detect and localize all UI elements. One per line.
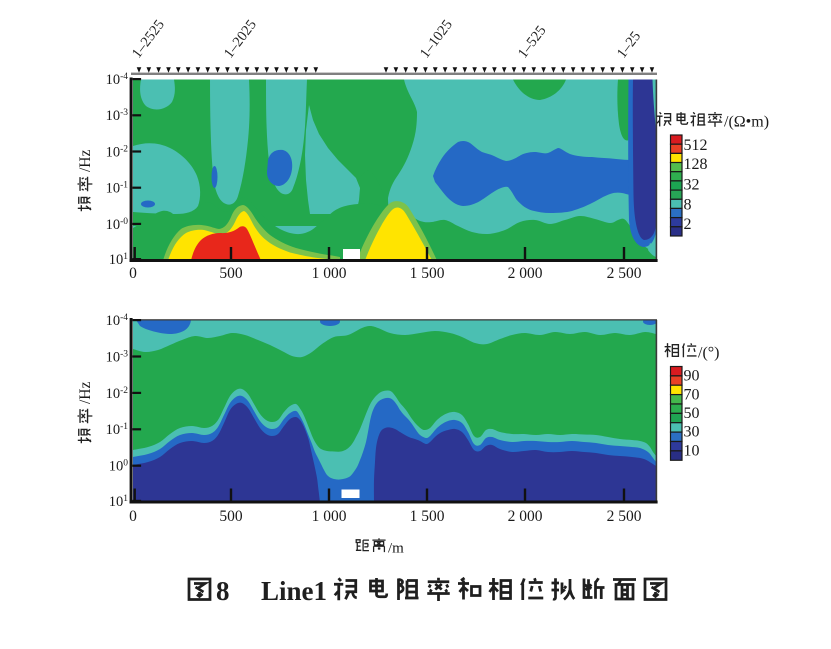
svg-text:1–525: 1–525 — [515, 23, 550, 62]
svg-text:10-2: 10-2 — [106, 386, 129, 402]
svg-text:10-3: 10-3 — [106, 108, 129, 124]
svg-text:8: 8 — [216, 576, 230, 606]
svg-text:/m: /m — [388, 541, 404, 557]
svg-text:1–2525: 1–2525 — [129, 17, 168, 61]
svg-text:1–2025: 1–2025 — [221, 17, 260, 61]
svg-text:10-4: 10-4 — [106, 72, 129, 88]
svg-text:101: 101 — [109, 252, 129, 268]
svg-text:70: 70 — [684, 387, 700, 404]
svg-text:2 500: 2 500 — [607, 265, 642, 282]
svg-text:2 000: 2 000 — [508, 265, 543, 282]
svg-text:Line1: Line1 — [261, 576, 327, 606]
svg-text:90: 90 — [684, 368, 700, 385]
svg-text:2 000: 2 000 — [508, 508, 543, 525]
svg-text:1 000: 1 000 — [312, 265, 347, 282]
svg-text:1 000: 1 000 — [312, 508, 347, 525]
svg-text:/Hz: /Hz — [77, 150, 94, 173]
svg-text:1 500: 1 500 — [410, 265, 445, 282]
svg-text:/(°): /(°) — [698, 345, 720, 362]
svg-text:10: 10 — [684, 443, 700, 460]
svg-text:1–1025: 1–1025 — [417, 17, 456, 61]
svg-text:500: 500 — [219, 265, 243, 282]
svg-text:0: 0 — [129, 265, 137, 282]
svg-text:30: 30 — [684, 424, 700, 441]
svg-text:500: 500 — [219, 508, 243, 525]
svg-text:10-1: 10-1 — [106, 181, 129, 197]
svg-text:512: 512 — [684, 137, 708, 154]
svg-text:8: 8 — [684, 197, 692, 214]
svg-text:2: 2 — [684, 216, 692, 233]
svg-text:/(Ω•m): /(Ω•m) — [724, 114, 769, 131]
svg-text:1–25: 1–25 — [614, 29, 644, 62]
svg-text:1 500: 1 500 — [410, 508, 445, 525]
svg-text:0: 0 — [129, 508, 137, 525]
svg-text:/Hz: /Hz — [77, 382, 94, 405]
svg-text:10-2: 10-2 — [106, 144, 129, 160]
svg-text:50: 50 — [684, 405, 700, 422]
svg-text:10-0: 10-0 — [106, 217, 129, 233]
svg-text:100: 100 — [109, 459, 129, 475]
svg-text:2 500: 2 500 — [607, 508, 642, 525]
svg-text:10-1: 10-1 — [106, 422, 129, 438]
svg-text:10-4: 10-4 — [106, 313, 129, 329]
svg-text:32: 32 — [684, 177, 700, 194]
svg-text:128: 128 — [684, 156, 708, 173]
svg-text:10-3: 10-3 — [106, 349, 129, 365]
svg-text:101: 101 — [109, 494, 129, 510]
